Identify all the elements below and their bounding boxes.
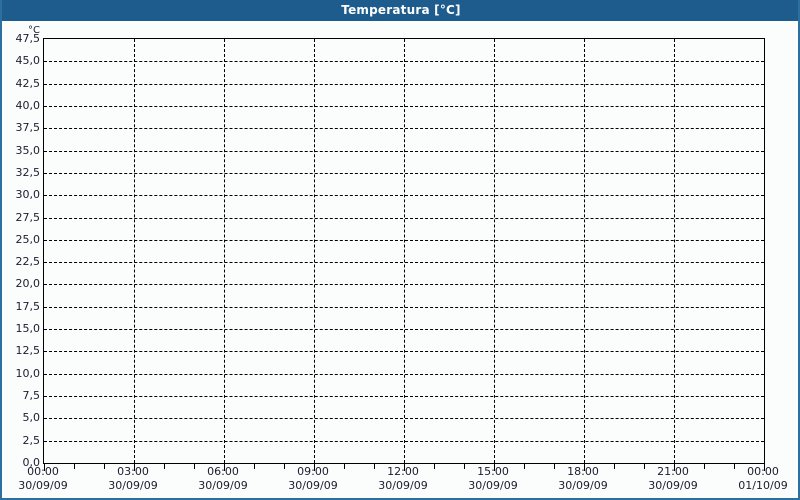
y-axis-tick-label: 20,0 bbox=[15, 277, 41, 290]
y-axis-tick-label: 47,5 bbox=[15, 32, 41, 45]
x-axis-tick-minor bbox=[734, 464, 735, 469]
y-axis-tick-label: 42,5 bbox=[15, 77, 41, 90]
x-axis-tick-major bbox=[404, 464, 405, 471]
x-axis-tick-date: 30/09/09 bbox=[648, 479, 698, 492]
x-axis-tick-date: 30/09/09 bbox=[18, 479, 68, 492]
gridline-vertical bbox=[224, 39, 225, 463]
gridline-vertical bbox=[314, 39, 315, 463]
y-axis-tick-label: 5,0 bbox=[22, 411, 41, 424]
x-axis: 00:00 30/09/09 03:00 30/09/09 06:00 30/09/09 0… bbox=[18, 465, 798, 498]
x-axis-tick-time: 15:00 bbox=[477, 465, 509, 478]
x-axis-tick-label: 09:00 30/09/09 bbox=[268, 465, 358, 493]
gridline-vertical bbox=[674, 39, 675, 463]
y-axis-tick-label: 30,0 bbox=[15, 188, 41, 201]
x-axis-tick-label: 00:00 30/09/09 bbox=[2, 465, 88, 493]
y-axis-tick-label: 40,0 bbox=[15, 99, 41, 112]
x-axis-tick-minor bbox=[524, 464, 525, 469]
x-axis-tick-time: 00:00 bbox=[27, 465, 59, 478]
x-axis-tick-minor bbox=[554, 464, 555, 469]
x-axis-tick-major bbox=[224, 464, 225, 471]
x-axis-tick-major bbox=[134, 464, 135, 471]
plot-area bbox=[43, 38, 765, 471]
x-axis-tick-date: 30/09/09 bbox=[378, 479, 428, 492]
x-axis-tick-date: 30/09/09 bbox=[198, 479, 248, 492]
y-axis-tick-label: 27,5 bbox=[15, 211, 41, 224]
x-axis-tick-date: 30/09/09 bbox=[108, 479, 158, 492]
x-axis-tick-major bbox=[314, 464, 315, 471]
x-axis-tick-minor bbox=[704, 464, 705, 469]
x-axis-tick-minor bbox=[344, 464, 345, 469]
y-axis-tick-label: 37,5 bbox=[15, 121, 41, 134]
y-axis: °C 0,0 2,5 5,0 7,5 10,0 12,5 15,0 17,5 20,0 22,5 2… bbox=[2, 25, 41, 468]
x-axis-tick-minor bbox=[644, 464, 645, 469]
x-axis-tick-major bbox=[764, 464, 765, 471]
y-axis-tick-label: 2,5 bbox=[22, 434, 41, 447]
x-axis-tick-minor bbox=[284, 464, 285, 469]
x-axis-tick-minor bbox=[434, 464, 435, 469]
x-axis-tick-date: 30/09/09 bbox=[468, 479, 518, 492]
y-axis-tick-label: 15,0 bbox=[15, 322, 41, 335]
x-axis-tick-major bbox=[494, 464, 495, 471]
x-axis-tick-date: 30/09/09 bbox=[288, 479, 338, 492]
x-axis-tick-minor bbox=[464, 464, 465, 469]
x-axis-tick-major bbox=[44, 464, 45, 471]
x-axis-tick-label: 03:00 30/09/09 bbox=[88, 465, 178, 493]
window-title-bar: Temperatura [°C] bbox=[2, 0, 798, 21]
x-axis-tick-label: 12:00 30/09/09 bbox=[358, 465, 448, 493]
x-axis-tick-major bbox=[674, 464, 675, 471]
x-axis-tick-minor bbox=[614, 464, 615, 469]
x-axis-tick-time: 18:00 bbox=[567, 465, 599, 478]
x-axis-tick-date: 30/09/09 bbox=[558, 479, 608, 492]
x-axis-tick-time: 09:00 bbox=[297, 465, 329, 478]
x-axis-tick-time: 21:00 bbox=[657, 465, 689, 478]
x-axis-tick-minor bbox=[194, 464, 195, 469]
y-axis-unit-label: °C bbox=[28, 25, 40, 36]
x-axis-tick-label: 15:00 30/09/09 bbox=[448, 465, 538, 493]
gridline-vertical bbox=[404, 39, 405, 463]
x-axis-tick-label: 18:00 30/09/09 bbox=[538, 465, 628, 493]
y-axis-tick-label: 0,0 bbox=[22, 456, 41, 469]
y-axis-tick-label: 25,0 bbox=[15, 233, 41, 246]
chart-body: °C 0,0 2,5 5,0 7,5 10,0 12,5 15,0 17,5 20,0 22,5 2… bbox=[2, 21, 798, 498]
x-axis-tick-label: 21:00 30/09/09 bbox=[628, 465, 718, 493]
x-axis-tick-minor bbox=[254, 464, 255, 469]
x-axis-tick-time: 12:00 bbox=[387, 465, 419, 478]
y-axis-tick-label: 22,5 bbox=[15, 255, 41, 268]
y-axis-tick-label: 45,0 bbox=[15, 54, 41, 67]
x-axis-tick-time: 00:00 bbox=[747, 465, 779, 478]
x-axis-tick-minor bbox=[374, 464, 375, 469]
x-axis-tick-time: 03:00 bbox=[117, 465, 149, 478]
x-axis-tick-date: 01/10/09 bbox=[738, 479, 788, 492]
x-axis-tick-minor bbox=[74, 464, 75, 469]
y-axis-tick-label: 17,5 bbox=[15, 300, 41, 313]
x-axis-tick-label: 00:00 01/10/09 bbox=[718, 465, 798, 493]
x-axis-tick-major bbox=[584, 464, 585, 471]
x-axis-tick-minor bbox=[104, 464, 105, 469]
page-title: Temperatura [°C] bbox=[341, 3, 461, 17]
x-axis-tick-label: 06:00 30/09/09 bbox=[178, 465, 268, 493]
y-axis-tick-label: 12,5 bbox=[15, 344, 41, 357]
gridline-vertical bbox=[134, 39, 135, 463]
x-axis-tick-minor bbox=[164, 464, 165, 469]
gridline-vertical bbox=[584, 39, 585, 463]
y-axis-tick-label: 7,5 bbox=[22, 389, 41, 402]
gridline-vertical bbox=[494, 39, 495, 463]
x-axis-tick-time: 06:00 bbox=[207, 465, 239, 478]
y-axis-tick-label: 32,5 bbox=[15, 166, 41, 179]
y-axis-tick-label: 35,0 bbox=[15, 144, 41, 157]
y-axis-tick-label: 10,0 bbox=[15, 367, 41, 380]
